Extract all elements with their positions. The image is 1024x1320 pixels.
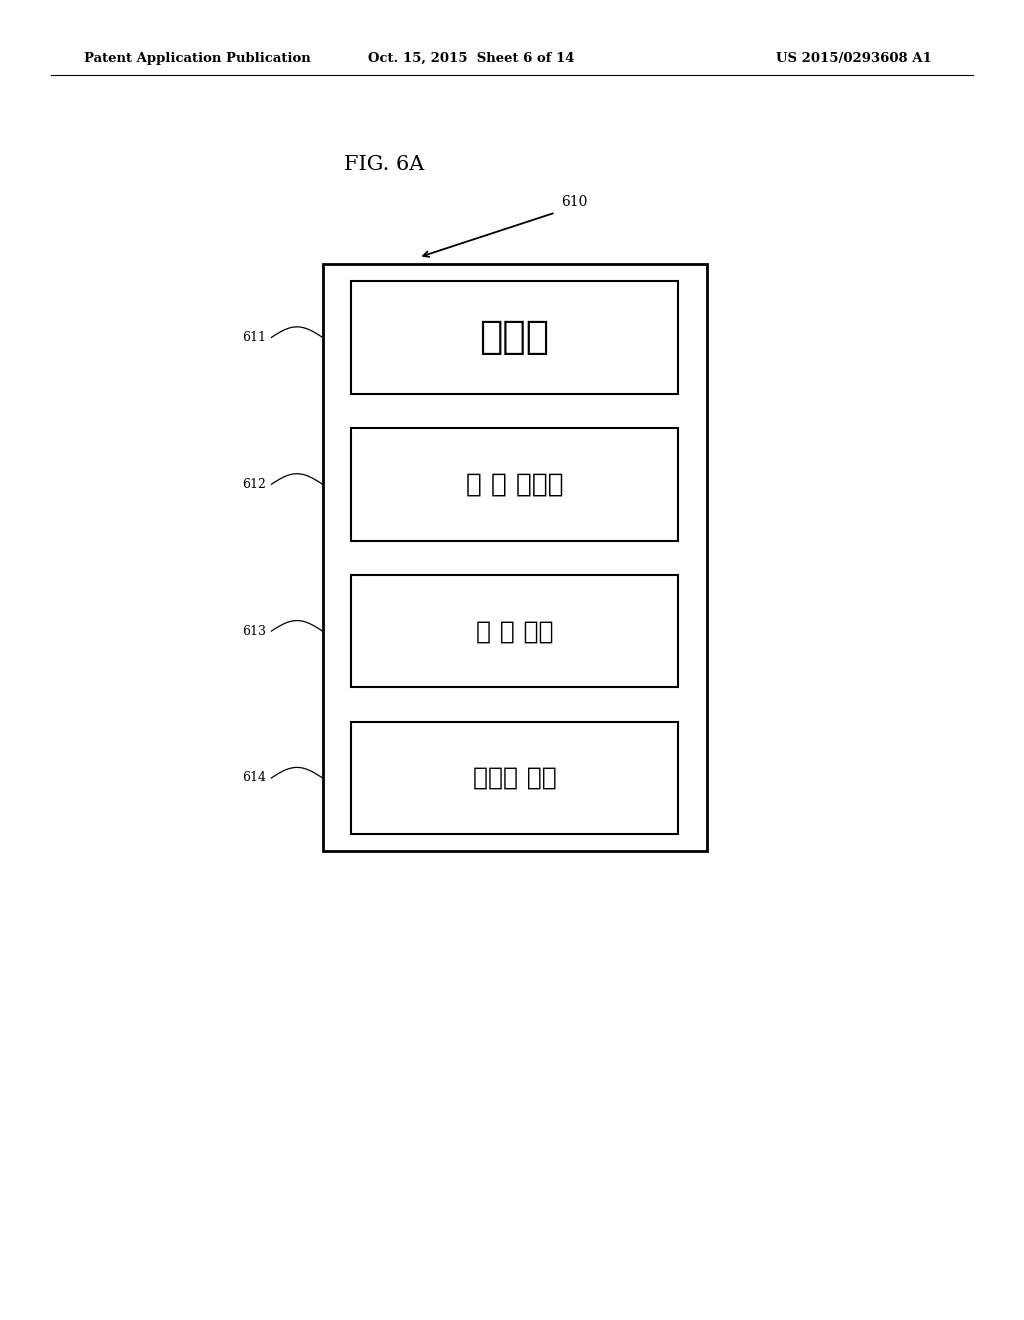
Text: FIG. 6A: FIG. 6A <box>344 156 424 174</box>
Text: 시프트: 시프트 <box>479 318 550 356</box>
Bar <box>351 574 678 688</box>
Text: Oct. 15, 2015  Sheet 6 of 14: Oct. 15, 2015 Sheet 6 of 14 <box>368 51 574 65</box>
Text: ㅂ ㅈ ㄷㅇ: ㅂ ㅈ ㄷㅇ <box>476 619 553 643</box>
Text: US 2015/0293608 A1: US 2015/0293608 A1 <box>776 51 932 65</box>
Text: 611: 611 <box>243 331 266 345</box>
Bar <box>351 281 678 393</box>
Bar <box>323 264 707 851</box>
Text: 613: 613 <box>243 624 266 638</box>
Text: 610: 610 <box>561 194 587 209</box>
Text: ㅅㅎㅁ ᄌᄎ: ㅅㅎㅁ ᄌᄎ <box>473 766 556 789</box>
Text: Patent Application Publication: Patent Application Publication <box>84 51 310 65</box>
Text: ㄱ ㅊ ㄴㄹㅇ: ㄱ ㅊ ㄴㄹㅇ <box>466 471 563 498</box>
Text: 612: 612 <box>243 478 266 491</box>
Bar <box>351 428 678 541</box>
Text: 614: 614 <box>243 771 266 784</box>
Bar <box>351 722 678 834</box>
